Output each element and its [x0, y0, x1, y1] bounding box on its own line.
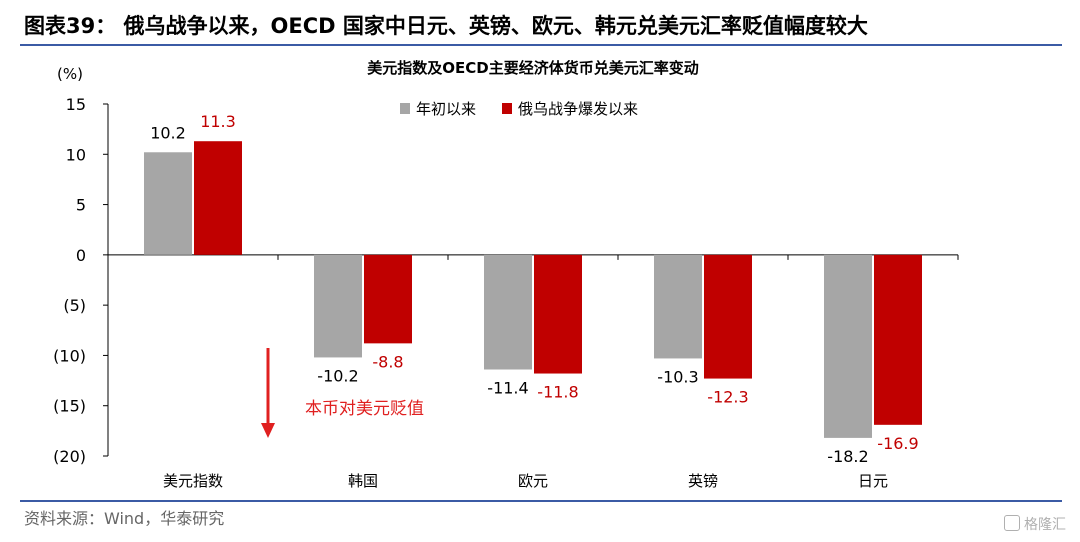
watermark: 格隆汇: [1004, 514, 1066, 534]
bar-ytd: [824, 254, 872, 438]
data-label: -10.2: [317, 366, 358, 385]
y-tick-label: 10: [66, 145, 86, 164]
figure-footer-rule: [20, 500, 1062, 502]
y-tick-label: (15): [53, 397, 86, 416]
watermark-text: 格隆汇: [1024, 517, 1066, 533]
bar-war: [364, 254, 412, 344]
x-tick-label: 韩国: [348, 472, 378, 490]
y-tick-label: (20): [53, 447, 86, 466]
bar-war: [534, 254, 582, 374]
bar-ytd: [484, 254, 532, 370]
data-label: -11.8: [537, 383, 578, 402]
bar-ytd: [144, 152, 192, 255]
y-tick-label: (10): [53, 346, 86, 365]
chart-title: 美元指数及OECD主要经济体货币兑美元汇率变动: [367, 59, 698, 77]
figure-header: 图表39： 俄乌战争以来，OECD 国家中日元、英镑、欧元、韩元兑美元汇率贬值幅…: [20, 4, 1062, 46]
bar-war: [194, 141, 242, 255]
data-label: -16.9: [877, 434, 918, 453]
annotation-arrow-head-icon: [261, 423, 275, 438]
watermark-logo-icon: [1004, 515, 1020, 531]
data-label: -10.3: [657, 367, 698, 386]
legend-label: 俄乌战争爆发以来: [518, 100, 638, 118]
y-tick-label: 15: [66, 95, 86, 114]
annotation-text: 本币对美元贬值: [305, 399, 424, 419]
x-tick-label: 欧元: [518, 472, 548, 490]
legend-label: 年初以来: [416, 100, 476, 118]
y-tick-label: (5): [63, 296, 86, 315]
data-label: 11.3: [200, 112, 236, 131]
data-label: -11.4: [487, 379, 528, 398]
bar-ytd: [314, 254, 362, 358]
x-tick-label: 美元指数: [163, 472, 223, 490]
x-tick-label: 英镑: [688, 472, 718, 490]
legend-swatch: [502, 103, 512, 114]
y-axis-unit-label: (%): [57, 65, 83, 83]
data-label: -12.3: [707, 388, 748, 407]
data-label: -8.8: [372, 352, 403, 371]
legend-swatch: [400, 103, 410, 114]
y-tick-label: 5: [76, 196, 86, 215]
y-tick-label: 0: [76, 246, 86, 265]
data-label: 10.2: [150, 123, 186, 142]
bar-war: [874, 254, 922, 425]
x-tick-label: 日元: [858, 472, 888, 490]
bar-war: [704, 254, 752, 379]
figure-title: 图表39： 俄乌战争以来，OECD 国家中日元、英镑、欧元、韩元兑美元汇率贬值幅…: [24, 14, 868, 38]
source-note: 资料来源：Wind，华泰研究: [24, 509, 225, 528]
bar-ytd: [654, 254, 702, 359]
data-label: -18.2: [827, 447, 868, 466]
